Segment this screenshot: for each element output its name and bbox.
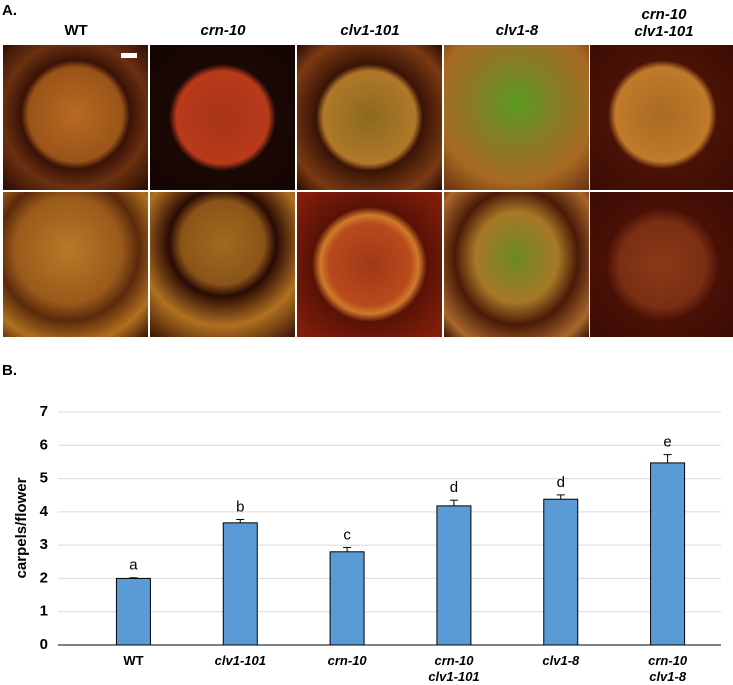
bar bbox=[650, 462, 686, 646]
x-tick-label: crn-10 clv1-8 bbox=[648, 653, 688, 684]
significance-letter: d bbox=[557, 474, 565, 491]
y-tick-label: 4 bbox=[40, 503, 49, 520]
x-tick-label: WT bbox=[123, 653, 144, 668]
significance-letter: c bbox=[343, 526, 351, 543]
bar bbox=[329, 551, 365, 646]
column-header: clv1-8 bbox=[495, 22, 539, 39]
column-header: WT bbox=[64, 22, 88, 39]
micrograph bbox=[444, 192, 589, 337]
bar bbox=[436, 505, 472, 646]
y-tick-label: 7 bbox=[40, 403, 48, 420]
micrograph bbox=[3, 192, 148, 337]
bar bbox=[543, 498, 579, 646]
micrograph bbox=[150, 192, 295, 337]
x-tick-label: clv1-101 bbox=[214, 653, 266, 668]
column-header: crn-10 clv1-101 bbox=[634, 6, 694, 40]
y-axis-label: carpels/flower bbox=[13, 477, 30, 578]
y-tick-label: 3 bbox=[40, 536, 48, 553]
y-tick-label: 2 bbox=[40, 569, 48, 586]
micrograph bbox=[590, 45, 733, 190]
column-header: clv1-101 bbox=[340, 22, 400, 39]
scale-bar bbox=[121, 53, 137, 58]
micrograph bbox=[3, 45, 148, 190]
x-tick-label: crn-10 bbox=[327, 653, 367, 668]
micrograph bbox=[297, 45, 442, 190]
x-tick-label: clv1-8 bbox=[542, 653, 580, 668]
significance-letter: a bbox=[129, 557, 138, 574]
micrograph bbox=[297, 192, 442, 337]
micrograph bbox=[150, 45, 295, 190]
y-tick-label: 6 bbox=[40, 436, 48, 453]
bar bbox=[115, 577, 151, 646]
x-tick-label: crn-10 clv1-101 bbox=[428, 653, 480, 684]
micrograph bbox=[444, 45, 589, 190]
y-tick-label: 1 bbox=[40, 603, 48, 620]
y-tick-label: 0 bbox=[40, 636, 48, 653]
panel-label: B. bbox=[2, 362, 17, 379]
y-tick-label: 5 bbox=[40, 470, 48, 487]
significance-letter: b bbox=[236, 498, 244, 515]
column-header: crn-10 bbox=[200, 22, 246, 39]
significance-letter: e bbox=[663, 434, 671, 451]
significance-letter: d bbox=[450, 479, 458, 496]
micrograph bbox=[590, 192, 733, 337]
bar bbox=[222, 522, 258, 646]
panel-label: A. bbox=[2, 2, 17, 19]
